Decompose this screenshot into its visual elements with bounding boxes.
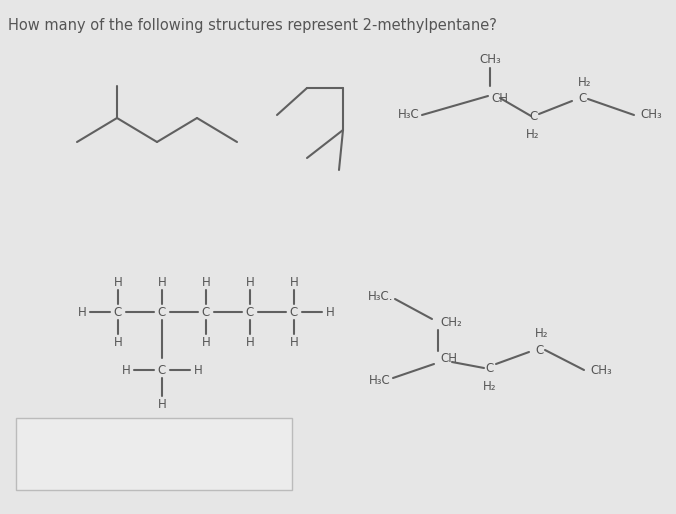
Text: H: H — [158, 397, 166, 411]
Text: H₃C: H₃C — [398, 108, 420, 121]
Text: H₂: H₂ — [483, 380, 497, 393]
Text: CH: CH — [440, 352, 457, 364]
Text: H₂: H₂ — [578, 76, 592, 89]
Text: C: C — [246, 305, 254, 319]
Text: H₃C.: H₃C. — [368, 290, 393, 303]
Text: H₃C: H₃C — [369, 374, 391, 387]
Text: H: H — [122, 363, 130, 376]
Text: H: H — [114, 276, 122, 288]
Text: C: C — [202, 305, 210, 319]
Text: CH₂: CH₂ — [440, 317, 462, 329]
Text: C: C — [486, 361, 494, 375]
Text: H: H — [245, 276, 254, 288]
Text: H: H — [326, 305, 335, 319]
Text: CH₃: CH₃ — [640, 108, 662, 121]
Text: H: H — [201, 276, 210, 288]
Text: CH₃: CH₃ — [590, 363, 612, 376]
Text: H: H — [193, 363, 202, 376]
Text: C: C — [535, 343, 544, 357]
Text: C: C — [290, 305, 298, 319]
Text: CH: CH — [491, 92, 508, 105]
Text: H: H — [289, 276, 298, 288]
Text: H: H — [201, 336, 210, 348]
Text: C: C — [158, 363, 166, 376]
Text: H: H — [245, 336, 254, 348]
Text: H: H — [158, 276, 166, 288]
Text: H₂: H₂ — [535, 327, 548, 340]
Text: C: C — [114, 305, 122, 319]
Text: H: H — [289, 336, 298, 348]
Text: H: H — [78, 305, 87, 319]
Text: C: C — [578, 93, 586, 105]
Text: CH₃: CH₃ — [479, 53, 501, 66]
Text: How many of the following structures represent 2-methylpentane?: How many of the following structures rep… — [8, 18, 497, 33]
Text: C: C — [529, 109, 537, 122]
Text: H: H — [114, 336, 122, 348]
FancyBboxPatch shape — [16, 418, 292, 490]
Text: C: C — [158, 305, 166, 319]
Text: H₂: H₂ — [526, 128, 539, 141]
